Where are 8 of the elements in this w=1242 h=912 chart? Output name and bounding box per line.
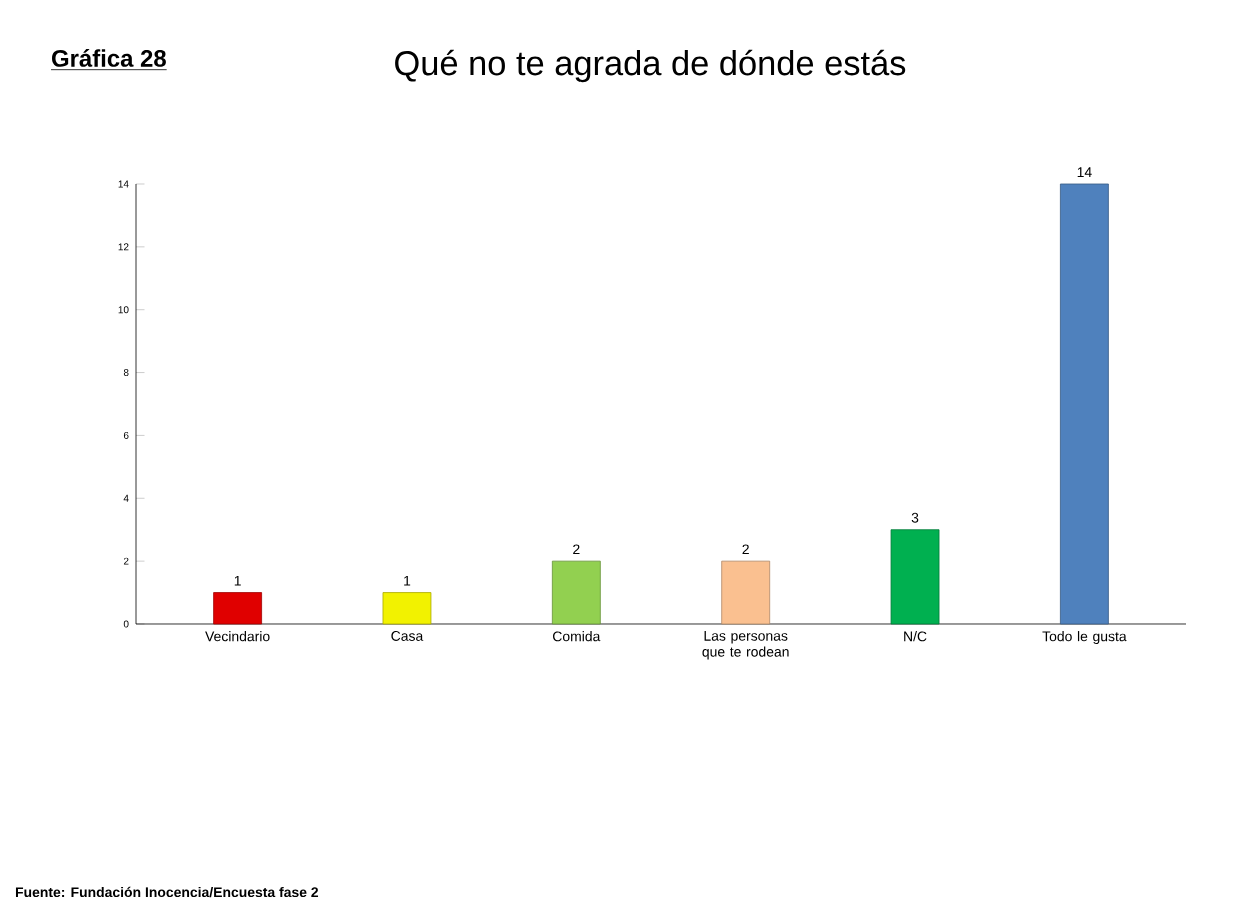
chart-title: Qué no te agrada de dónde estás: [395, 49, 906, 83]
bar: [721, 560, 771, 625]
bar: [213, 592, 263, 625]
bar: [382, 592, 432, 625]
bar: [1060, 183, 1109, 625]
bar: [890, 529, 940, 625]
text: Gráfica 28: [52, 49, 166, 67]
bar: [551, 560, 601, 625]
